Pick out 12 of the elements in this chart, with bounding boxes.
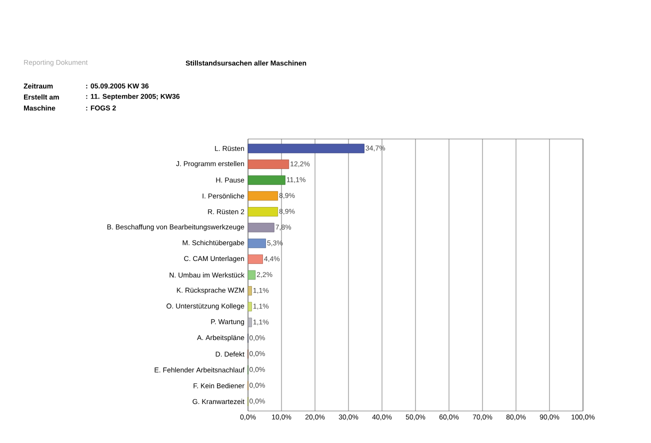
bar [248,160,290,169]
bar [248,144,364,154]
bar [248,207,278,216]
bar [248,286,252,296]
bar [248,254,263,264]
bar [248,270,256,280]
bar [248,191,278,201]
bar [248,238,266,248]
bar [248,222,274,232]
bar [248,175,286,185]
bar [248,302,252,312]
bar [248,318,252,328]
